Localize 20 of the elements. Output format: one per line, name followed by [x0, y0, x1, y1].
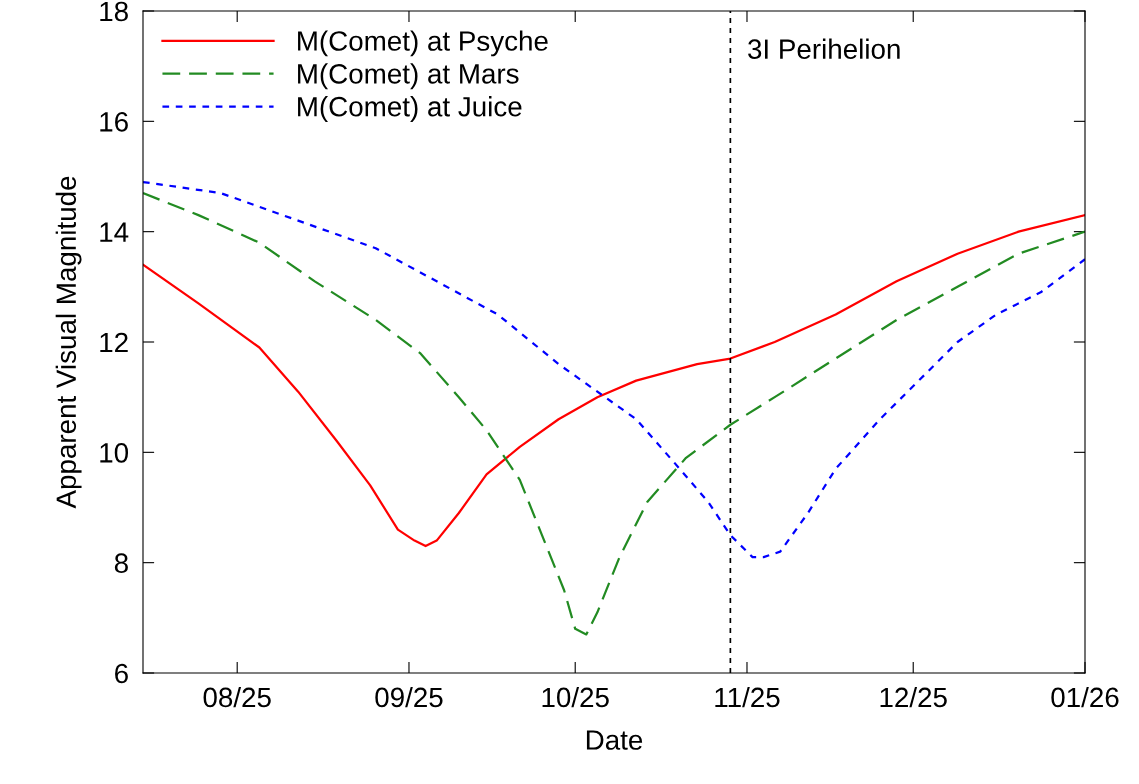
- legend-label: M(Comet) at Psyche: [298, 30, 548, 57]
- y-tick-label: 6: [115, 663, 128, 684]
- x-tick-label: 10/25: [542, 686, 609, 708]
- x-tick-label: 12/25: [880, 686, 947, 708]
- x-axis-title: Date: [586, 730, 643, 750]
- x-tick-label: 01/26: [1051, 686, 1119, 708]
- y-tick-label: 18: [100, 1, 128, 22]
- legend-label: M(Comet) at Juice: [298, 96, 522, 122]
- x-tick-label: 09/25: [375, 686, 443, 708]
- y-tick-label: 14: [100, 222, 129, 242]
- y-tick-label: 10: [100, 443, 129, 463]
- y-tick-label: 8: [114, 553, 128, 574]
- x-tick-label: 08/25: [203, 686, 271, 708]
- ref-line-label: 3I Perihelion: [748, 38, 900, 59]
- y-tick-label: 16: [100, 112, 128, 132]
- line-series: [143, 191, 1085, 636]
- x-tick-label: 11/25: [715, 686, 780, 708]
- y-axis-title: Apparent Visual Magnitude: [55, 176, 82, 509]
- y-tick-label: 12: [100, 332, 128, 353]
- legend-label: M(Comet) at Mars: [298, 63, 519, 90]
